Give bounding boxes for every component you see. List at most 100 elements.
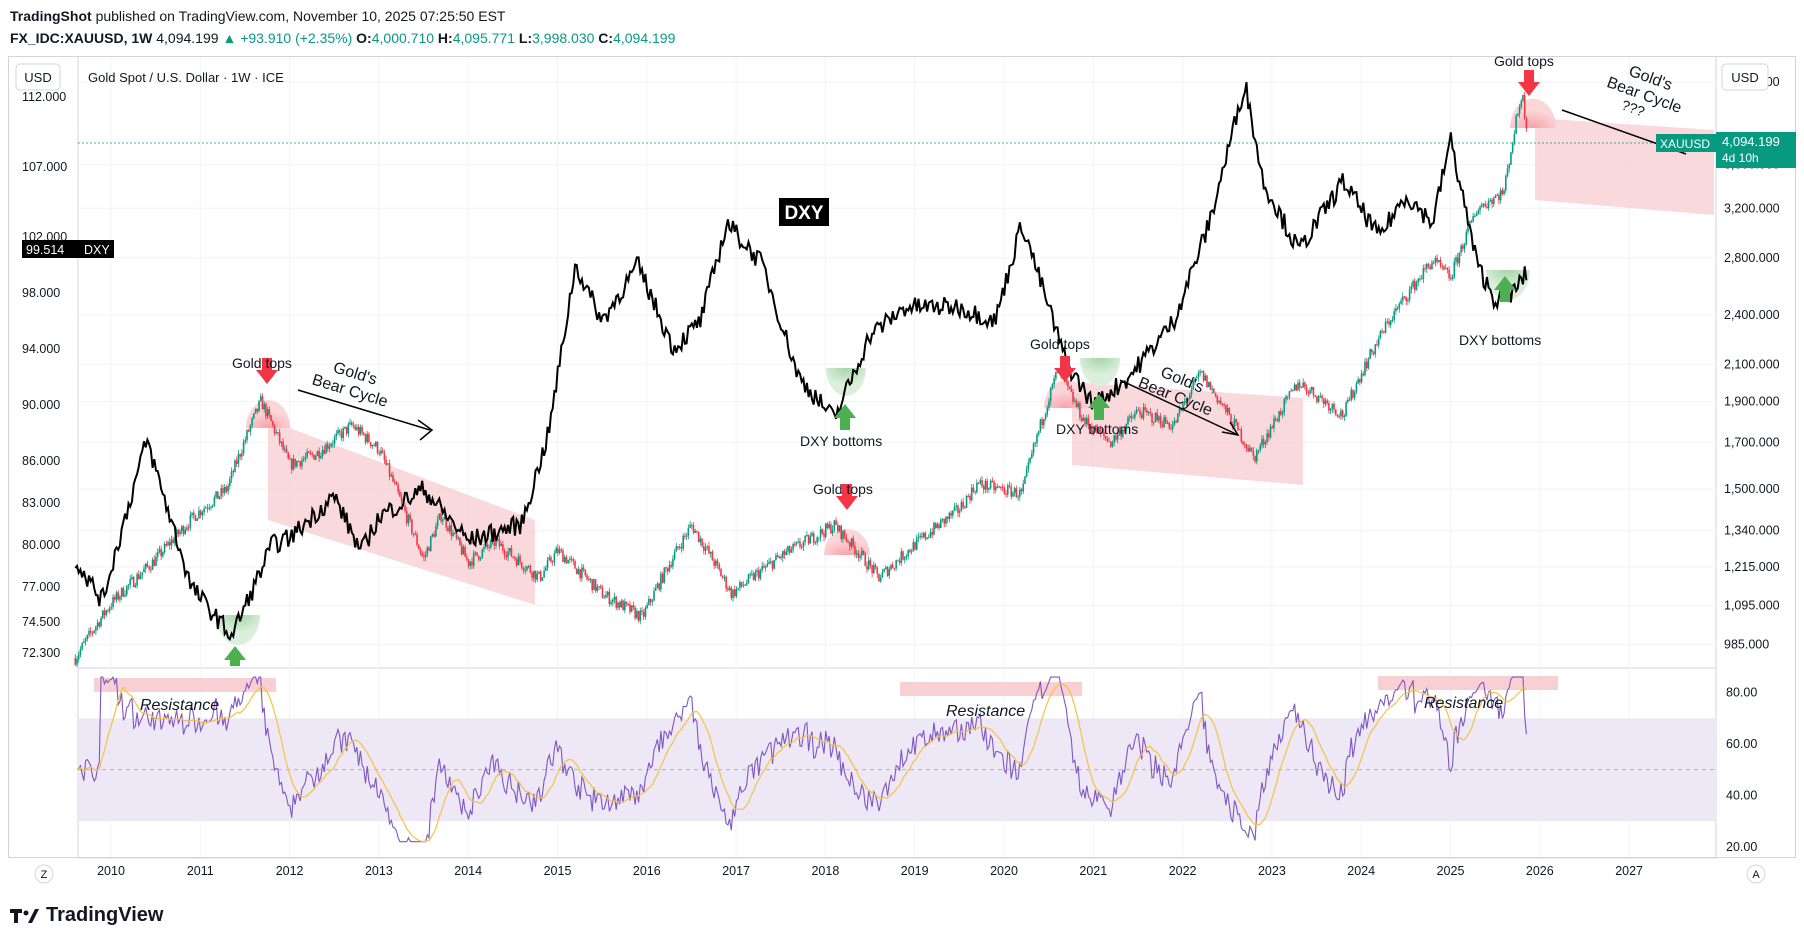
- candle-body: [84, 639, 87, 642]
- candle-body: [630, 605, 633, 612]
- candle-body: [359, 427, 362, 435]
- log-scale-button[interactable]: [34, 864, 54, 884]
- candle-body: [117, 592, 120, 600]
- candle-body: [356, 427, 358, 430]
- footer-brand[interactable]: TradingView: [10, 904, 163, 927]
- price-axis[interactable]: 4,500.0003,600.0003,200.0002,800.0002,40…: [1724, 75, 1780, 652]
- dxy-price-axis[interactable]: 112.000107.000102.00098.00094.00090.0008…: [22, 90, 67, 660]
- rsi-axis[interactable]: 80.00 60.00 40.00 20.00: [1726, 686, 1757, 854]
- candle-body: [905, 555, 908, 558]
- candle-body: [1185, 399, 1188, 402]
- candle-body: [1168, 423, 1171, 428]
- publisher[interactable]: TradingShot: [10, 8, 92, 24]
- candle-body: [855, 553, 858, 555]
- candle-body: [271, 421, 274, 425]
- gold-candles[interactable]: [74, 91, 1528, 668]
- candle-body: [469, 561, 472, 566]
- candle-body: [316, 450, 319, 456]
- candle-body: [211, 504, 214, 507]
- candle-body: [838, 525, 841, 532]
- auto-scale-button[interactable]: [1746, 864, 1766, 884]
- candle-body: [168, 542, 171, 546]
- candle-body: [424, 554, 427, 557]
- candle-body: [194, 515, 197, 521]
- candle-body: [409, 514, 411, 520]
- candle-body: [151, 559, 154, 570]
- candle-body: [1384, 322, 1387, 333]
- candle-body: [821, 529, 824, 534]
- candle-body: [1444, 268, 1447, 270]
- candle-body: [297, 461, 300, 463]
- candle-body: [1357, 379, 1359, 384]
- candle-body: [625, 601, 628, 604]
- candle-body: [426, 547, 429, 555]
- bear-cycle-arrow-2[interactable]: [1119, 379, 1240, 437]
- candle-body: [1432, 262, 1435, 264]
- resistance-zone-1[interactable]: [94, 678, 276, 692]
- candle-body: [1261, 438, 1263, 446]
- candle-body: [1099, 428, 1102, 433]
- candle-body: [1036, 434, 1038, 443]
- candle-body: [150, 569, 152, 571]
- candle-body: [1317, 396, 1320, 402]
- candle-body: [479, 557, 482, 560]
- candle-body: [757, 570, 760, 579]
- chart-canvas[interactable]: Gold tops Gold tops Gold tops Gold tops …: [0, 0, 1804, 900]
- candle-body: [1237, 422, 1239, 430]
- rsi-ma-line[interactable]: [76, 683, 1527, 843]
- candle-body: [1326, 400, 1328, 404]
- candle-body: [1257, 450, 1260, 452]
- candle-body: [321, 449, 324, 456]
- candle-body: [915, 537, 918, 550]
- candle-body: [883, 569, 885, 572]
- candle-body: [599, 586, 602, 588]
- candle-body: [570, 558, 573, 560]
- candle-body: [1305, 386, 1308, 393]
- candle-body: [1403, 296, 1406, 298]
- gold-tops-label-3: Gold tops: [1030, 336, 1090, 352]
- symbol-badge[interactable]: [1656, 134, 1716, 152]
- candle-body: [866, 565, 868, 570]
- candle-body: [1508, 164, 1511, 169]
- candle-body: [788, 546, 791, 553]
- candle-body: [766, 563, 769, 567]
- candle-body: [1499, 190, 1502, 201]
- bear-cycle-arrow-1[interactable]: [297, 389, 434, 441]
- currency-button-right[interactable]: [1721, 63, 1769, 91]
- resistance-zone-3[interactable]: [1378, 676, 1558, 690]
- candle-body: [984, 480, 987, 490]
- price-badge[interactable]: [1716, 132, 1796, 168]
- dxy-tick-label: 77.000: [22, 580, 60, 594]
- candle-body: [1180, 408, 1183, 411]
- candle-body: [522, 567, 525, 571]
- candle-body: [594, 579, 597, 591]
- bear-cycle-zone-2[interactable]: [1072, 382, 1303, 485]
- candle-body: [1298, 382, 1301, 388]
- dxy-value-badge[interactable]: [22, 240, 114, 258]
- candle-body: [1511, 143, 1514, 153]
- candle-body: [831, 529, 834, 534]
- candle-body: [678, 547, 681, 549]
- candle-body: [368, 433, 370, 443]
- bear-cycle-3-line3: ???: [1620, 97, 1648, 120]
- candle-body: [462, 546, 465, 555]
- time-axis[interactable]: 2010 2011 2012 2013 2014 2015 2016 2017 2018 2019…: [97, 864, 1643, 878]
- rsi-line[interactable]: [76, 675, 1527, 843]
- price-tick-label: 2,100.000: [1724, 357, 1780, 371]
- candle-body: [826, 523, 829, 529]
- candle-body: [309, 452, 312, 454]
- candle-body: [208, 507, 211, 509]
- bear-cycle-zone-1[interactable]: [268, 420, 535, 605]
- candle-body: [88, 630, 90, 635]
- candle-body: [1012, 492, 1014, 497]
- dxy-label-box[interactable]: [779, 198, 829, 226]
- candle-body: [545, 567, 547, 571]
- chart-title: Gold Spot / U.S. Dollar · 1W · ICE: [88, 70, 284, 85]
- candle-body: [557, 548, 559, 553]
- candle-body: [239, 454, 241, 457]
- candle-body: [1266, 433, 1268, 443]
- dxy-line[interactable]: [74, 81, 1528, 642]
- currency-button-left[interactable]: [15, 63, 61, 91]
- candle-body: [689, 524, 691, 528]
- candle-body: [732, 589, 734, 599]
